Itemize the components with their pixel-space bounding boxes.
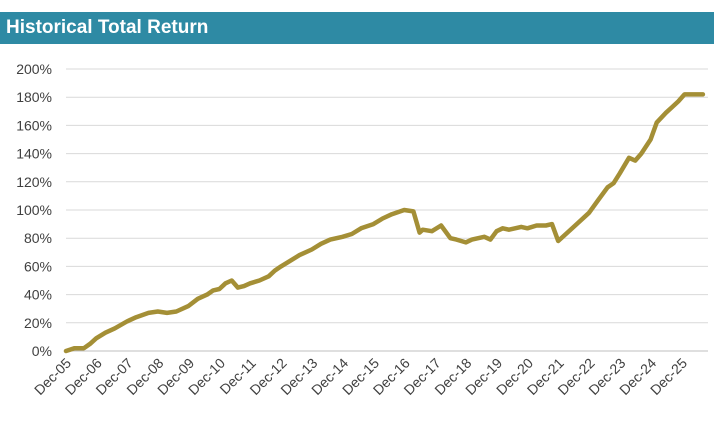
y-tick-label: 100% <box>16 202 52 218</box>
title-bar: Historical Total Return <box>0 12 714 44</box>
y-tick-label: 20% <box>24 315 52 331</box>
y-tick-label: 0% <box>32 343 52 359</box>
series-line <box>63 92 706 354</box>
chart-title: Historical Total Return <box>6 17 209 38</box>
y-tick-label: 180% <box>16 89 52 105</box>
y-tick-label: 160% <box>16 117 52 133</box>
y-tick-label: 80% <box>24 230 52 246</box>
y-tick-label: 140% <box>16 146 52 162</box>
y-tick-label: 120% <box>16 174 52 190</box>
y-tick-label: 40% <box>24 287 52 303</box>
y-tick-label: 200% <box>16 61 52 77</box>
y-tick-label: 60% <box>24 258 52 274</box>
